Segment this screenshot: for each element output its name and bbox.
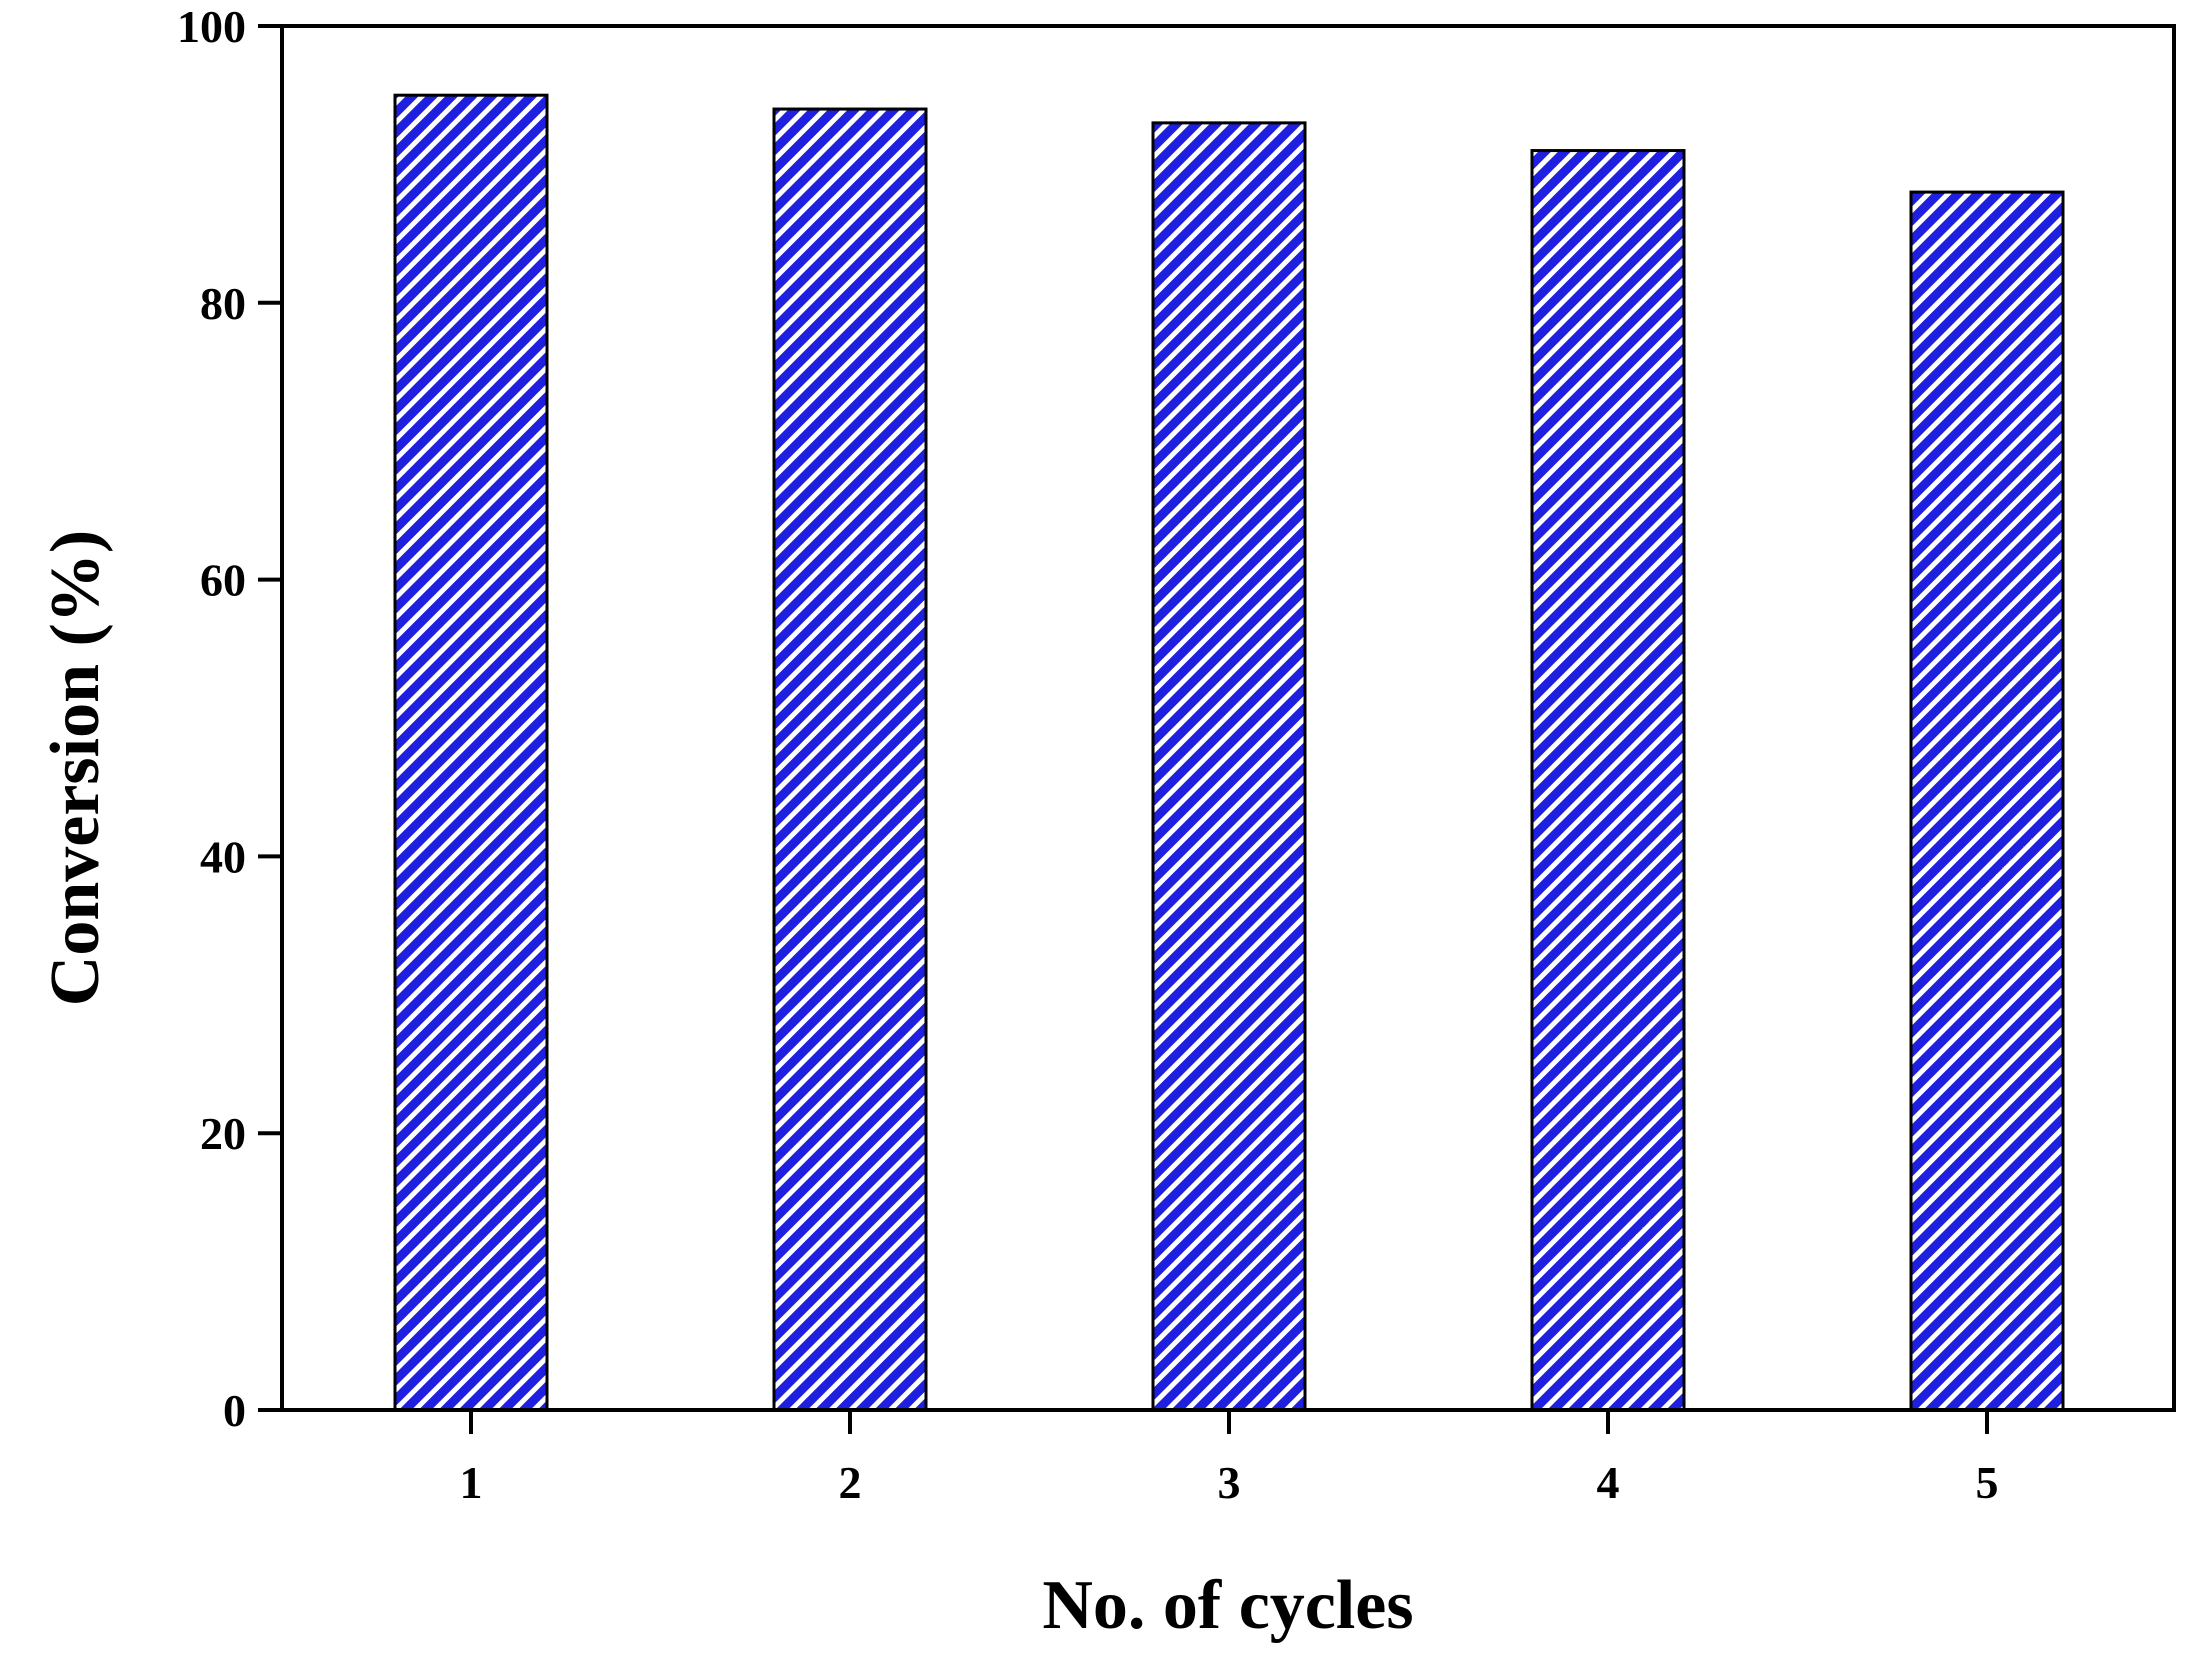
- y-tick-label: 100: [177, 1, 246, 52]
- y-axis-title: Conversion (%): [37, 530, 114, 1006]
- bar-cycle-4: [1530, 149, 1686, 1412]
- x-axis-ticks: 1 2 3 4 5: [460, 1410, 1999, 1508]
- bar-cycle-5: [1909, 190, 2065, 1412]
- x-tick-label: 3: [1218, 1457, 1241, 1508]
- bar-cycle-1: [393, 93, 549, 1412]
- x-tick-label: 5: [1976, 1457, 1999, 1508]
- y-tick-label: 60: [200, 555, 246, 606]
- bar-cycle-2: [772, 107, 928, 1412]
- x-tick-label: 2: [839, 1457, 862, 1508]
- y-tick-label: 40: [200, 831, 246, 882]
- x-tick-label: 1: [460, 1457, 483, 1508]
- x-axis-title: No. of cycles: [1042, 1567, 1413, 1644]
- bar-cycle-3: [1151, 121, 1307, 1412]
- bars: [393, 93, 2065, 1412]
- y-tick-label: 0: [223, 1385, 246, 1436]
- y-tick-label: 80: [200, 278, 246, 329]
- x-tick-label: 4: [1597, 1457, 1620, 1508]
- y-tick-label: 20: [200, 1108, 246, 1159]
- y-axis-ticks: 0 20 40 60 80 100: [177, 1, 282, 1436]
